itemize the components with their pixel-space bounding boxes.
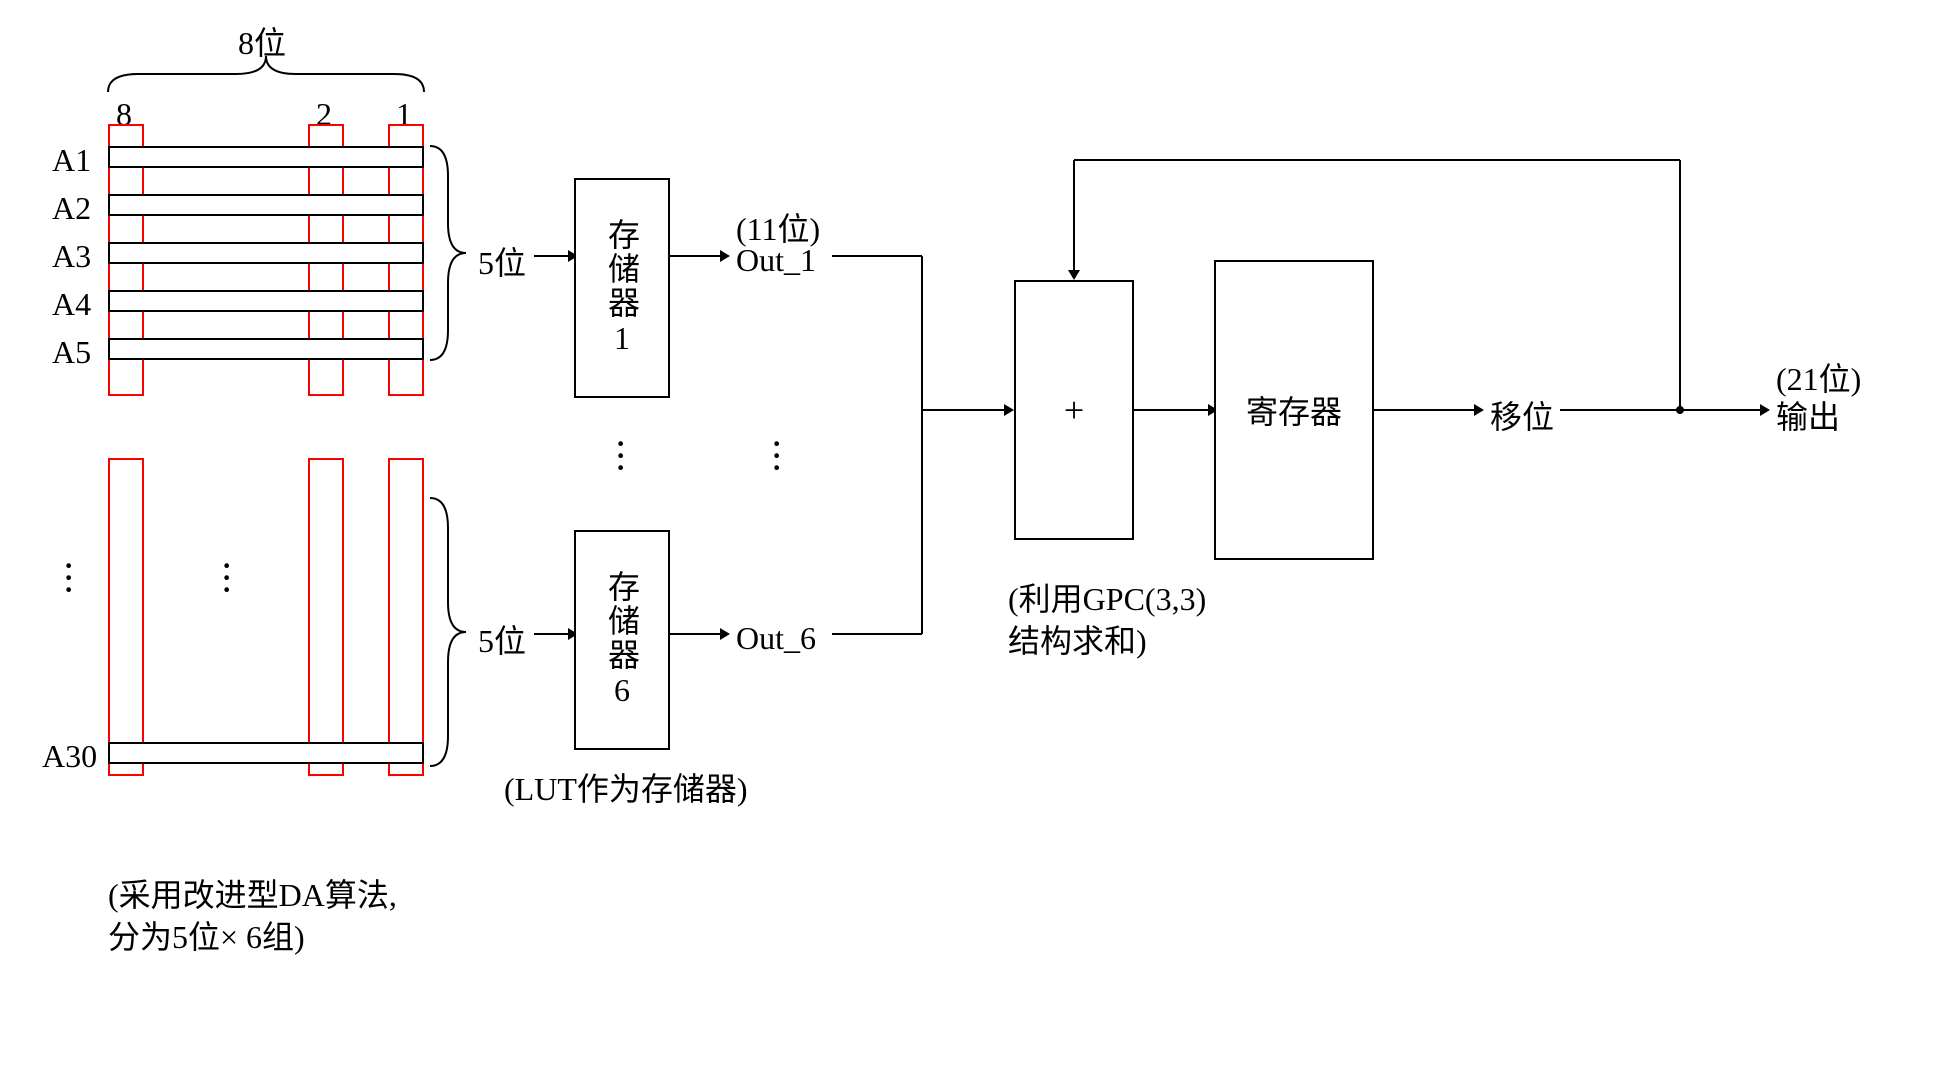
row-label-a1: A1 (52, 142, 91, 179)
memory-box-6: 存储器6 (574, 530, 670, 750)
feedback-loop (1060, 140, 1720, 300)
label-5bit-top: 5位 (478, 238, 526, 284)
vdots-left: ··· (62, 560, 75, 596)
vdots-mem: ··· (614, 438, 627, 474)
bottom-caption-2: 分为5位× 6组) (108, 912, 305, 958)
red-col-2-bot (308, 458, 344, 776)
row-bar-a2 (108, 194, 424, 216)
register-box: 寄存器 (1214, 260, 1374, 560)
row-label-a4: A4 (52, 286, 91, 323)
arrow-shift-to-output (1560, 400, 1770, 420)
row-label-a2: A2 (52, 190, 91, 227)
row-label-a5: A5 (52, 334, 91, 371)
row-bar-a5 (108, 338, 424, 360)
arrow-5bit-to-mem6 (534, 624, 578, 644)
arrow-mem1-out1 (670, 246, 730, 266)
vdots-out: ··· (770, 438, 783, 474)
out-1-label: Out_1 (736, 242, 816, 279)
bottom-caption-1: (采用改进型DA算法, (108, 870, 397, 916)
out-6-label: Out_6 (736, 620, 816, 657)
memory-6-label: 存储器6 (599, 570, 645, 710)
row-bar-a30 (108, 742, 424, 764)
arrow-mem6-out6 (670, 624, 730, 644)
shift-label: 移位 (1490, 392, 1554, 438)
merge-lines (832, 250, 1022, 650)
arrow-adder-to-reg (1134, 400, 1218, 420)
row-bar-a3 (108, 242, 424, 264)
row-bar-a4 (108, 290, 424, 312)
adder-caption-2: 结构求和) (1008, 616, 1147, 662)
row-label-a3: A3 (52, 238, 91, 275)
memory-caption: (LUT作为存储器) (504, 764, 748, 810)
memory-1-label: 存储器1 (599, 218, 645, 358)
arrow-5bit-to-mem1 (534, 246, 578, 266)
label-5bit-bot: 5位 (478, 616, 526, 662)
top-brace (108, 56, 424, 96)
red-col-8-bot (108, 458, 144, 776)
right-brace-bot (430, 498, 470, 766)
row-bar-a1 (108, 146, 424, 168)
red-col-1-bot (388, 458, 424, 776)
right-brace-top (430, 146, 470, 360)
arrow-reg-to-shift (1374, 400, 1484, 420)
register-label: 寄存器 (1246, 387, 1342, 433)
output-label: 输出 (1776, 392, 1840, 438)
adder-caption-1: (利用GPC(3,3) (1008, 574, 1206, 620)
row-label-a30: A30 (42, 738, 97, 775)
adder-symbol: + (1064, 389, 1084, 431)
adder-box: + (1014, 280, 1134, 540)
memory-box-1: 存储器1 (574, 178, 670, 398)
vdots-mid: ··· (220, 560, 233, 596)
